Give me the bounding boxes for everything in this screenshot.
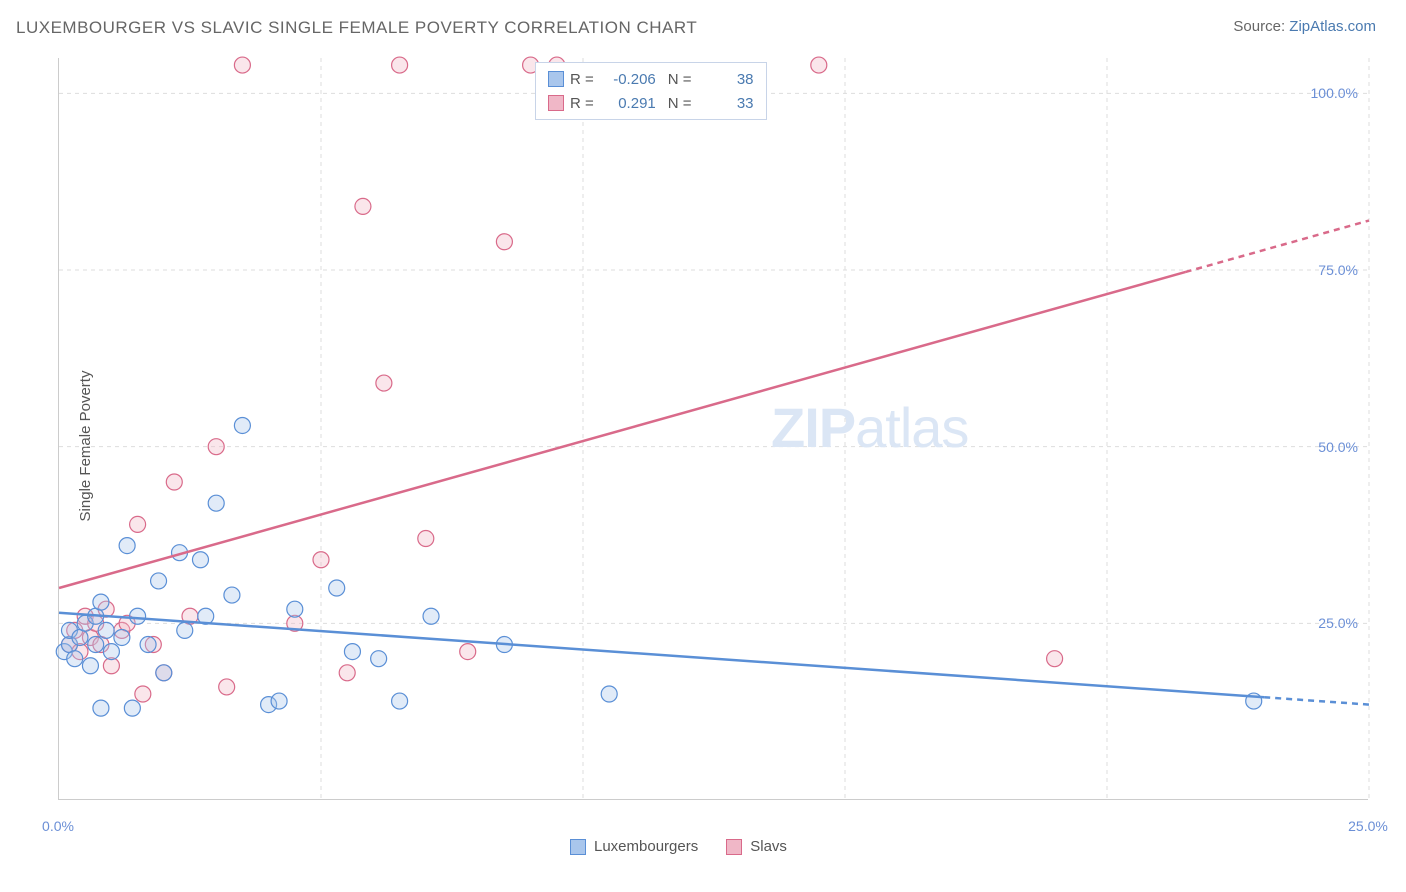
point-slavs <box>392 57 408 73</box>
swatch-luxembourgers <box>570 839 586 855</box>
point-luxembourgers <box>344 644 360 660</box>
point-slavs <box>166 474 182 490</box>
point-luxembourgers <box>119 538 135 554</box>
point-slavs <box>234 57 250 73</box>
legend-row-slavs: R = 0.291 N = 33 <box>548 91 754 115</box>
point-luxembourgers <box>93 594 109 610</box>
point-luxembourgers <box>151 573 167 589</box>
legend-item-slavs: Slavs <box>726 838 787 855</box>
n-label: N = <box>668 95 692 112</box>
n-label: N = <box>668 71 692 88</box>
point-slavs <box>460 644 476 660</box>
point-luxembourgers <box>392 693 408 709</box>
y-tick-label: 25.0% <box>1318 615 1358 631</box>
regression-luxembourgers-extrapolated <box>1264 697 1369 704</box>
point-luxembourgers <box>88 637 104 653</box>
point-slavs <box>811 57 827 73</box>
swatch-slavs <box>726 839 742 855</box>
series-legend: Luxembourgers Slavs <box>570 838 787 855</box>
legend-row-luxembourgers: R = -0.206 N = 38 <box>548 67 754 91</box>
point-slavs <box>135 686 151 702</box>
n-value-luxembourgers: 38 <box>698 71 754 88</box>
point-luxembourgers <box>98 622 114 638</box>
point-luxembourgers <box>130 608 146 624</box>
r-label: R = <box>570 71 594 88</box>
point-slavs <box>355 198 371 214</box>
r-value-luxembourgers: -0.206 <box>600 71 656 88</box>
regression-slavs <box>59 272 1186 588</box>
point-slavs <box>418 531 434 547</box>
point-luxembourgers <box>423 608 439 624</box>
y-tick-label: 75.0% <box>1318 262 1358 278</box>
y-tick-label: 100.0% <box>1311 85 1358 101</box>
correlation-chart: LUXEMBOURGER VS SLAVIC SINGLE FEMALE POV… <box>0 0 1406 892</box>
point-slavs <box>208 439 224 455</box>
x-tick-label: 25.0% <box>1348 818 1388 834</box>
n-value-slavs: 33 <box>698 95 754 112</box>
point-slavs <box>496 234 512 250</box>
point-luxembourgers <box>208 495 224 511</box>
point-slavs <box>339 665 355 681</box>
source-link[interactable]: ZipAtlas.com <box>1289 18 1376 35</box>
point-luxembourgers <box>601 686 617 702</box>
point-slavs <box>313 552 329 568</box>
legend-item-luxembourgers: Luxembourgers <box>570 838 698 855</box>
correlation-legend: R = -0.206 N = 38 R = 0.291 N = 33 <box>535 62 767 120</box>
series-label-luxembourgers: Luxembourgers <box>594 838 698 855</box>
point-luxembourgers <box>82 658 98 674</box>
swatch-slavs <box>548 95 564 111</box>
y-tick-label: 50.0% <box>1318 439 1358 455</box>
point-luxembourgers <box>177 622 193 638</box>
series-label-slavs: Slavs <box>750 838 787 855</box>
point-luxembourgers <box>371 651 387 667</box>
point-luxembourgers <box>93 700 109 716</box>
point-luxembourgers <box>156 665 172 681</box>
point-slavs <box>130 516 146 532</box>
point-luxembourgers <box>140 637 156 653</box>
point-luxembourgers <box>224 587 240 603</box>
r-label: R = <box>570 95 594 112</box>
point-luxembourgers <box>124 700 140 716</box>
point-luxembourgers <box>67 651 83 667</box>
point-luxembourgers <box>103 644 119 660</box>
point-slavs <box>1047 651 1063 667</box>
point-luxembourgers <box>114 629 130 645</box>
point-luxembourgers <box>287 601 303 617</box>
plot-area: ZIPatlas 25.0%50.0%75.0%100.0% <box>58 58 1368 800</box>
point-luxembourgers <box>329 580 345 596</box>
source-label: Source: <box>1233 18 1289 35</box>
point-slavs <box>376 375 392 391</box>
x-tick-label: 0.0% <box>42 818 74 834</box>
point-luxembourgers <box>234 417 250 433</box>
point-slavs <box>219 679 235 695</box>
chart-title: LUXEMBOURGER VS SLAVIC SINGLE FEMALE POV… <box>16 18 697 38</box>
point-luxembourgers <box>271 693 287 709</box>
source-attribution: Source: ZipAtlas.com <box>1233 18 1376 35</box>
r-value-slavs: 0.291 <box>600 95 656 112</box>
point-luxembourgers <box>192 552 208 568</box>
data-layer <box>59 58 1368 799</box>
swatch-luxembourgers <box>548 71 564 87</box>
regression-luxembourgers <box>59 613 1264 698</box>
